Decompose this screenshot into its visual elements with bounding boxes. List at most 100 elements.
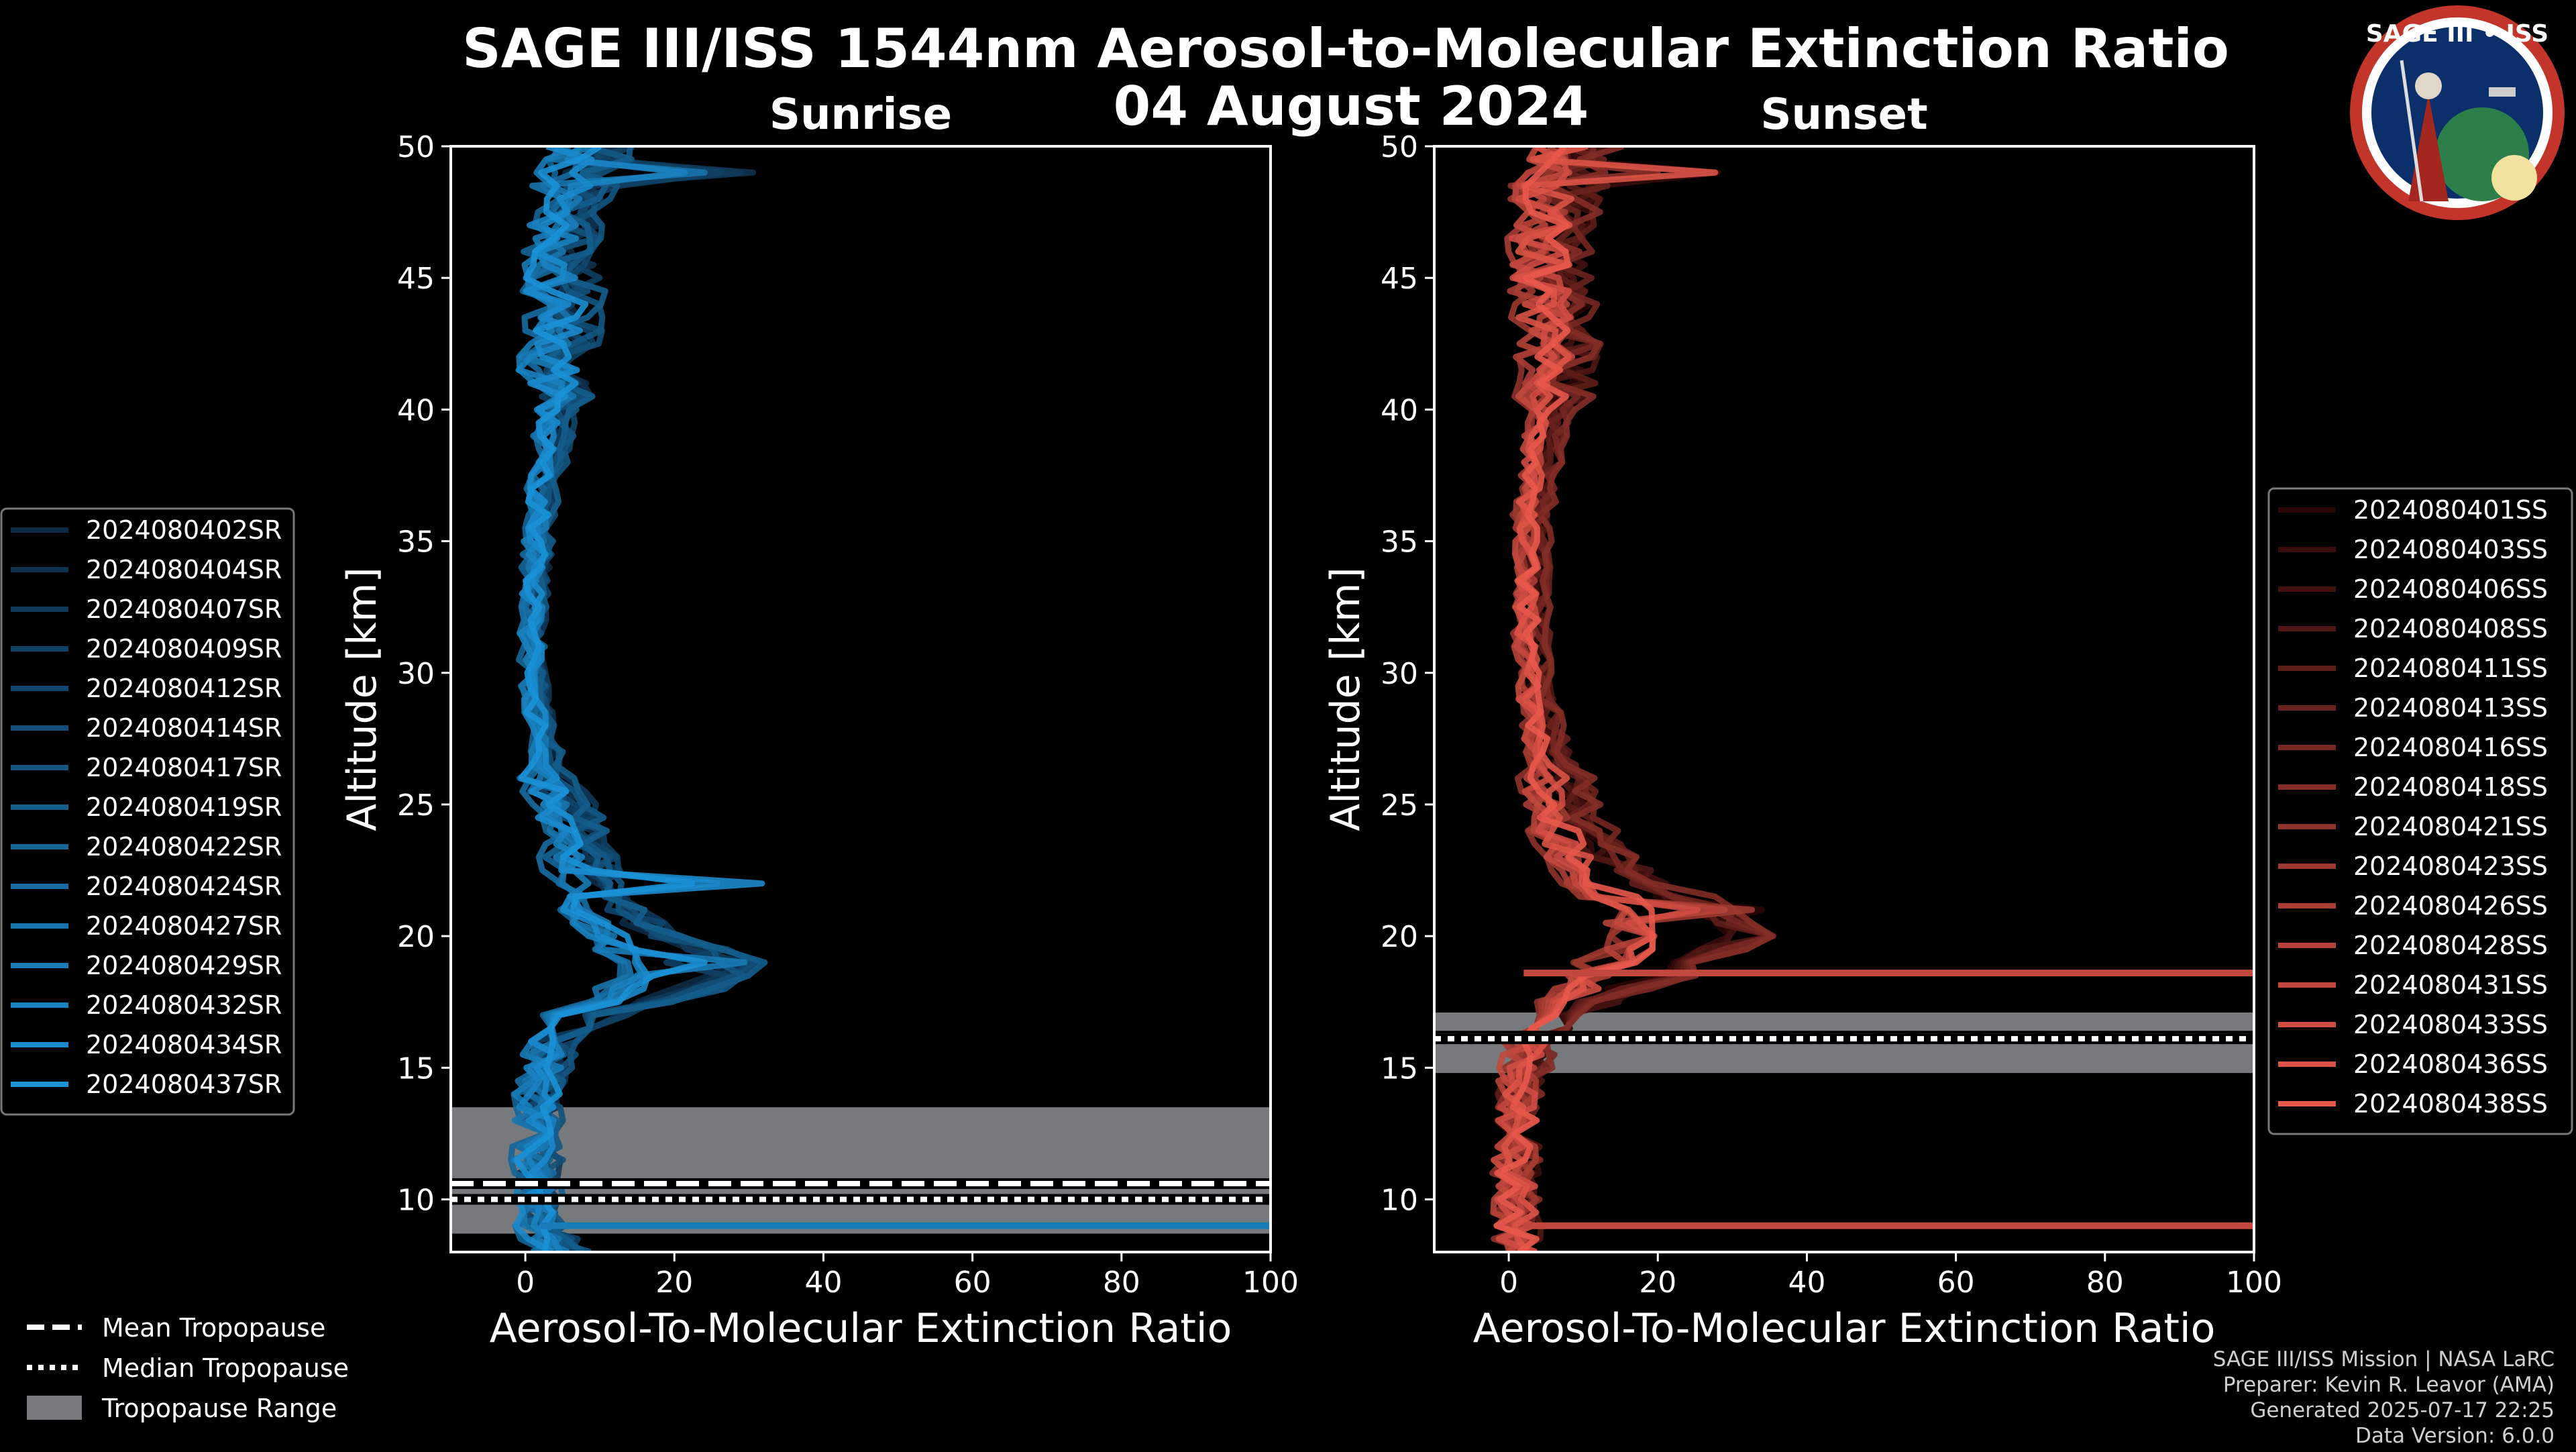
tropopause-range-band: [451, 1107, 1271, 1234]
legend-label: 2024080416SS: [2353, 733, 2548, 762]
y-tick-label: 45: [1381, 262, 1418, 296]
y-tick-label: 10: [397, 1184, 435, 1218]
tropopause-legend: Mean Tropopause Median Tropopause Tropop…: [27, 1313, 349, 1423]
logo-sun: [2491, 155, 2537, 201]
x-tick-label: 0: [516, 1265, 535, 1300]
sunrise-axes-frame: [449, 145, 1272, 1253]
logo-staff: [2400, 60, 2424, 202]
profile-2024080416SS: [1500, 146, 1776, 1252]
mean-tropopause-label: Mean Tropopause: [102, 1313, 325, 1343]
legend-label: 2024080421SS: [2353, 812, 2548, 841]
tropopause-lines: [1434, 1031, 2254, 1045]
tropopause-lines: [451, 1178, 1271, 1205]
legend-label: 2024080406SS: [2353, 574, 2548, 604]
sunset-legend: 2024080401SS 2024080403SS 2024080406SS 2024…: [2267, 487, 2573, 1135]
legend-label: 2024080426SS: [2353, 891, 2548, 921]
median-tropopause-label: Median Tropopause: [102, 1353, 349, 1383]
legend-label: 2024080411SS: [2353, 654, 2548, 683]
legend-label: 2024080438SS: [2353, 1089, 2548, 1119]
footer-generated: Generated 2025-07-17 22:25: [2250, 1398, 2555, 1422]
legend-label: 2024080402SR: [86, 515, 282, 545]
legend-label: 2024080414SR: [86, 713, 282, 743]
legend-label: 2024080423SS: [2353, 851, 2548, 881]
profile-2024080433SS: [1491, 146, 1701, 1252]
legend-label: 2024080433SS: [2353, 1010, 2548, 1039]
sunset-profiles: [1489, 146, 2254, 1252]
y-tick-label: 15: [397, 1051, 435, 1086]
legend-label: 2024080434SR: [86, 1030, 282, 1059]
tropopause-range-label: Tropopause Range: [101, 1394, 337, 1423]
y-tick-label: 20: [397, 920, 435, 954]
footer-version: Data Version: 6.0.0: [2355, 1424, 2555, 1448]
sunrise-xlabel: Aerosol-To-Molecular Extinction Ratio: [490, 1305, 1232, 1352]
profile-2024080437SR: [513, 146, 708, 1252]
legend-label: 2024080431SS: [2353, 970, 2548, 1000]
y-tick-label: 35: [397, 525, 435, 560]
legend-box: [0, 507, 295, 1116]
sunset-axes-frame: [1433, 145, 2255, 1253]
x-tick-label: 100: [2226, 1265, 2282, 1300]
x-tick-label: 40: [804, 1265, 842, 1300]
legend-label: 2024080436SS: [2353, 1049, 2548, 1079]
y-tick-label: 35: [1381, 525, 1418, 560]
legend-label: 2024080413SS: [2353, 693, 2548, 723]
logo-text: SAGE III • ISS: [2366, 20, 2548, 48]
tropopause-band: [451, 1107, 1271, 1234]
y-tick-label: 25: [1381, 788, 1418, 823]
legend-label: 2024080403SS: [2353, 535, 2548, 564]
legend-label: 2024080418SS: [2353, 772, 2548, 802]
legend-label: 2024080409SR: [86, 634, 282, 664]
y-tick-label: 40: [397, 393, 435, 427]
x-tick-label: 60: [954, 1265, 991, 1300]
sunrise-panel: 0 20 40 60 80 100 10 15 20 25 30 35 40 45 50 Aerosol-T…: [339, 130, 1299, 1352]
y-tick-label: 25: [397, 788, 435, 823]
y-tick-label: 45: [397, 262, 435, 296]
legend-label: 2024080408SS: [2353, 614, 2548, 643]
legend-label: 2024080429SR: [86, 951, 282, 980]
y-tick-label: 40: [1381, 393, 1418, 427]
sunrise-profiles: [508, 146, 1271, 1252]
x-tick-label: 20: [1639, 1265, 1676, 1300]
legend-label: 2024080432SR: [86, 990, 282, 1020]
sage-logo: SAGE III • ISS: [2350, 5, 2565, 220]
x-tick-label: 80: [1103, 1265, 1140, 1300]
sunrise-ticks: 0 20 40 60 80 100 10 15 20 25 30 35 40 45 50: [397, 130, 1299, 1300]
profile-2024080436SS: [1499, 146, 1719, 1252]
legend-label: 2024080428SS: [2353, 931, 2548, 960]
legend-label: 2024080419SR: [86, 792, 282, 822]
y-tick-label: 50: [397, 130, 435, 164]
legend-label: 2024080437SR: [86, 1070, 282, 1099]
x-tick-label: 60: [1937, 1265, 1975, 1300]
legend-label: 2024080424SR: [86, 872, 282, 901]
legend-label: 2024080401SS: [2353, 495, 2548, 525]
logo-figure-head: [2415, 72, 2442, 99]
sunset-ticks: 0 20 40 60 80 100 10 15 20 25 30 35 40 45 50: [1381, 130, 2282, 1300]
y-tick-label: 30: [1381, 657, 1418, 691]
footer-mission: SAGE III/ISS Mission | NASA LaRC: [2213, 1347, 2555, 1371]
sunrise-ylabel: Altitude [km]: [339, 567, 386, 831]
legend-label: 2024080427SR: [86, 911, 282, 941]
y-tick-label: 50: [1381, 130, 1418, 164]
x-tick-label: 40: [1788, 1265, 1825, 1300]
y-tick-label: 30: [397, 657, 435, 691]
legend-label: 2024080417SR: [86, 753, 282, 782]
footer-preparer: Preparer: Kevin R. Leavor (AMA): [2223, 1373, 2555, 1397]
y-tick-label: 15: [1381, 1051, 1418, 1086]
x-tick-label: 20: [655, 1265, 693, 1300]
x-tick-label: 100: [1242, 1265, 1299, 1300]
sunset-ylabel: Altitude [km]: [1322, 567, 1369, 831]
figure-title: SAGE III/ISS 1544nm Aerosol-to-Molecular…: [462, 17, 2229, 80]
sunset-panel-title: Sunset: [1760, 90, 1927, 140]
y-tick-label: 10: [1381, 1184, 1418, 1218]
y-tick-label: 20: [1381, 920, 1418, 954]
legend-label: 2024080407SR: [86, 594, 282, 624]
sunrise-panel-title: Sunrise: [769, 90, 952, 140]
legend-label: 2024080422SR: [86, 832, 282, 862]
profile-2024080438SS: [1493, 146, 1656, 1252]
x-tick-label: 0: [1499, 1265, 1518, 1300]
legend-label: 2024080404SR: [86, 555, 282, 584]
x-tick-label: 80: [2086, 1265, 2124, 1300]
logo-station: [2489, 87, 2516, 97]
footer-credits: SAGE III/ISS Mission | NASA LaRC Prepare…: [2213, 1347, 2555, 1448]
